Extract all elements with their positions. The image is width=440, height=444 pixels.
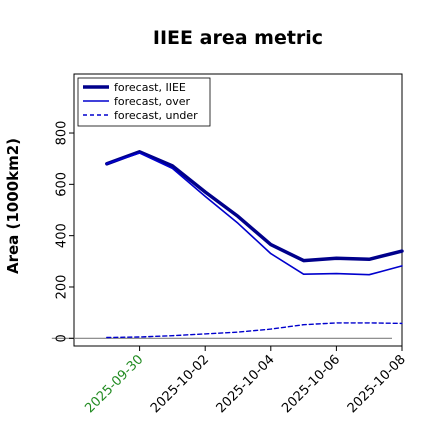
legend-label: forecast, IIEE [114,81,186,94]
x-tick-label: 2025-10-04 [214,352,278,416]
series-line-1 [106,152,403,276]
series-line-2 [106,322,403,339]
y-tick-label: 600 [55,172,70,197]
plot-frame [73,73,403,347]
series-line-0 [105,150,404,263]
x-tick-label: 2025-10-06 [279,352,343,416]
y-tick-label: 0 [55,334,70,342]
x-tick-label: 2025-10-02 [148,352,212,416]
y-tick-label: 200 [55,275,70,300]
legend-label: forecast, over [114,95,190,108]
legend-label: forecast, under [114,109,198,122]
x-tick-label: 2025-10-08 [345,352,409,416]
chart-title: IIEE area metric [153,27,323,49]
y-axis-label: Area (1000km2) [4,138,22,274]
y-tick-label: 400 [55,223,70,248]
y-tick-label: 800 [55,121,70,146]
x-tick-label: 2025-09-30 [82,352,146,416]
